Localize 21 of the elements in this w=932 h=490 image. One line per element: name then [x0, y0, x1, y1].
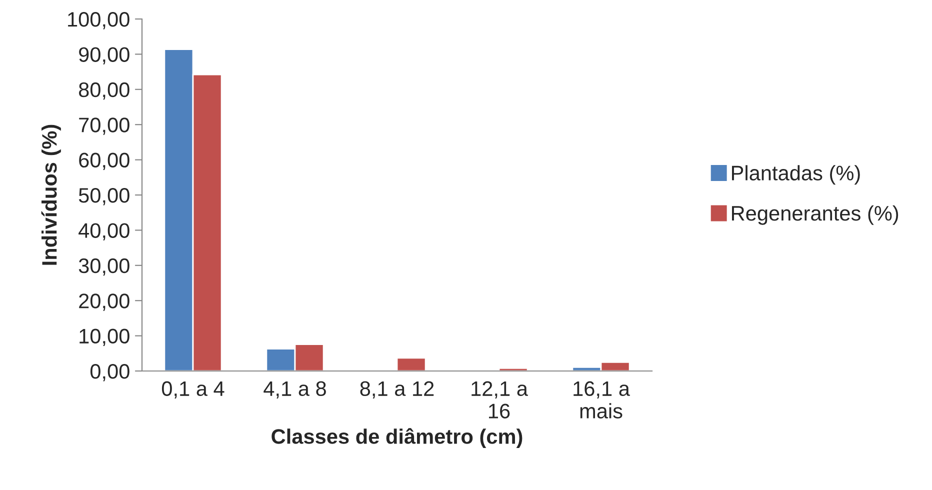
legend-label: Plantadas (%) — [732, 165, 860, 185]
bar — [396, 357, 426, 371]
y-tick-label: 100,00 — [68, 12, 130, 30]
y-tick-label: 0,00 — [90, 364, 130, 382]
y-tick-label: 80,00 — [78, 82, 130, 100]
y-tick-label: 70,00 — [79, 118, 130, 135]
y-tick-label: 40,00 — [78, 223, 130, 240]
y-tick-label: 10,00 — [80, 328, 130, 346]
x-tick-label: 0,1 a 4 — [162, 381, 224, 398]
x-tick-label: 16,1 a mais — [574, 381, 630, 418]
x-axis-title: Classes de diâmetro (cm) — [272, 428, 522, 448]
x-tick-label: 12,1 a 16 — [472, 381, 528, 418]
y-tick-label: 90,00 — [79, 47, 130, 64]
x-tick-label: 8,1 a 12 — [360, 381, 434, 398]
y-tick-label: 50,00 — [78, 188, 130, 206]
y-tick-label: 30,00 — [78, 258, 130, 276]
y-axis-title: Indivíduos (%) — [41, 124, 61, 265]
y-tick-label: 60,00 — [79, 152, 130, 170]
x-tick-label: 4,1 a 8 — [264, 381, 326, 398]
legend-label: Regenerantes (%) — [732, 205, 898, 225]
y-tick-label: 20,00 — [79, 294, 130, 311]
